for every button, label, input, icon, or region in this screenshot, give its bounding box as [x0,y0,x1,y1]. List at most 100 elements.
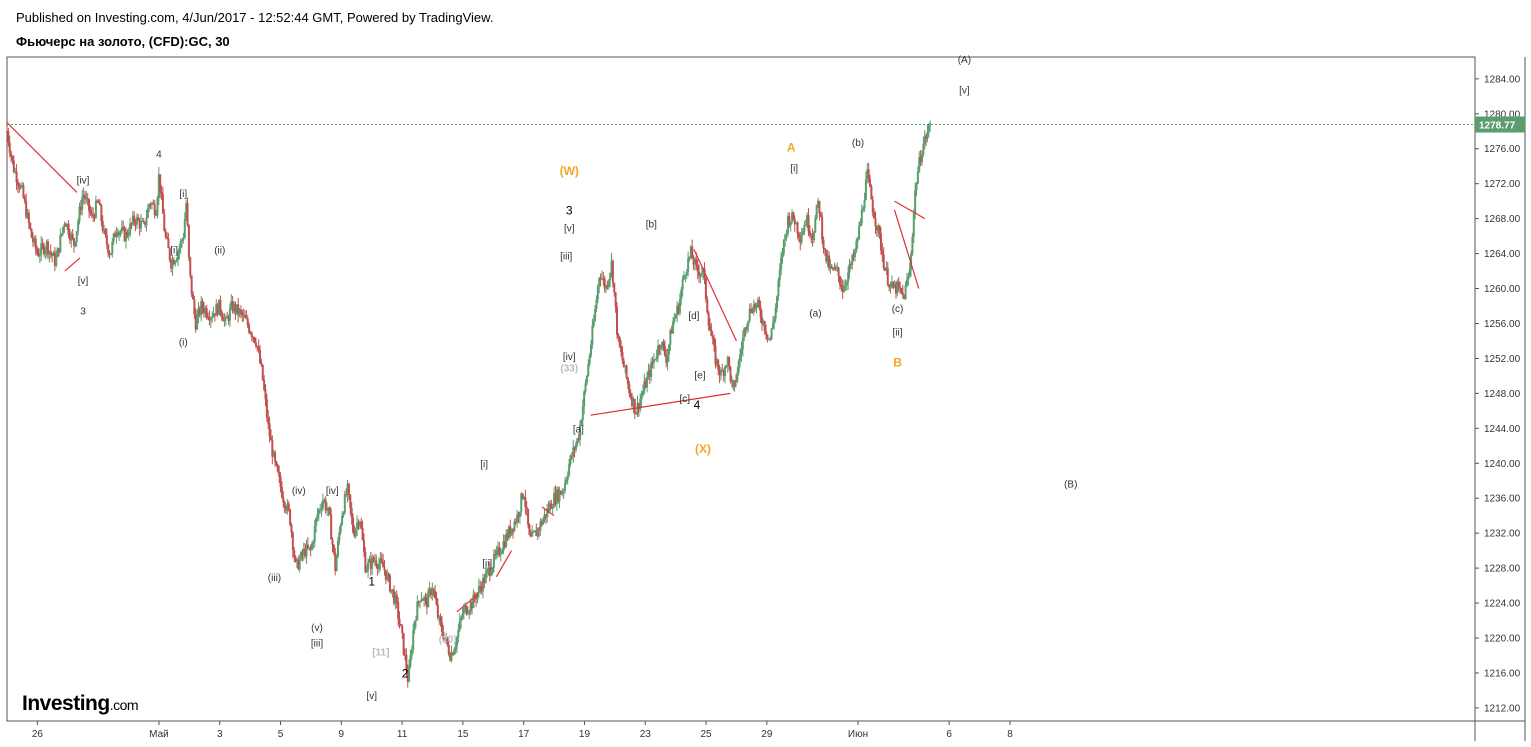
candle-body [782,239,785,254]
candle-body [141,220,144,222]
candle-body [774,307,777,319]
candle-body [564,482,567,491]
candle-body [522,496,525,499]
wave-label: [i] [179,189,187,200]
candle-body [472,594,475,609]
candle-body [97,201,100,204]
wave-label: [c] [679,394,690,405]
candle-body [86,198,89,200]
logo-name: Investing [22,692,110,715]
y-tick-label: 1248.00 [1484,389,1521,400]
candle-body [77,221,80,231]
candle-body [259,350,262,363]
candle-body [808,230,811,236]
candles [6,120,932,688]
candle-body [308,547,311,549]
candle-body [31,237,34,243]
candle-body [119,231,122,233]
candle-body [133,215,136,222]
candle-body [469,602,472,612]
candle-body [834,267,837,269]
candle-body [272,452,275,457]
candle-body [390,589,393,592]
candle-body [291,532,294,551]
candle-body [261,364,264,381]
candle-body [237,304,240,315]
candle-body [600,278,603,280]
candle-body [226,317,229,319]
candle-body [40,243,43,255]
candle-body [160,191,163,195]
candle-body [890,282,893,285]
wave-label: [iv] [563,352,576,363]
candle-body [793,219,796,225]
candle-body [843,286,846,293]
candle-body [219,299,222,312]
candle-body [892,282,895,288]
candle-body [75,230,78,242]
candle-body [376,565,379,569]
candle-body [94,200,97,218]
x-tick-label: 9 [339,729,345,740]
candle-body [315,518,318,526]
investing-logo[interactable]: Investing.com [22,692,139,716]
wave-label: B [893,355,902,369]
candle-body [21,185,24,187]
candle-body [182,237,185,241]
candle-body [320,508,323,510]
candle-body [196,315,199,330]
candle-body [535,530,538,537]
candle-body [699,273,702,277]
candle-body [431,589,434,595]
candle-body [8,142,11,153]
candle-body [640,395,643,400]
candle-body [179,241,182,249]
wave-annotations: 4 [iv] [i] [i] [v] 3 (ii) (i) (iv) [iv] (iii) (v) [i… [77,55,1078,702]
candle-body [542,519,545,525]
candle-body [224,317,227,319]
candle-body [111,241,114,254]
candle-body [212,313,215,317]
candle-body [227,317,230,321]
candle-body [414,620,417,622]
candle-body [343,494,346,514]
candle-body [574,444,577,450]
candle-body [317,509,320,515]
candle-body [74,241,77,246]
candle-body [683,275,686,280]
candle-body [345,494,348,496]
last-price-badge [1475,116,1525,133]
candle-body [420,599,423,602]
candle-body [780,257,783,270]
candle-body [870,186,873,200]
candle-body [276,464,279,472]
candle-body [518,511,521,518]
candle-body [926,132,929,139]
candle-body [710,330,713,337]
candle-body [715,359,718,365]
candle-body [911,236,914,254]
candle-body [386,573,389,580]
candle-body [34,238,37,249]
candle-body [770,328,773,340]
candle-body [670,330,673,334]
candle-body [201,301,204,309]
wave-label: [v] [959,86,970,97]
trend-line [541,506,555,517]
candle-body [83,194,86,200]
candle-body [594,308,597,321]
candle-body [189,257,192,276]
candle-body [758,299,761,308]
candle-body [365,570,368,573]
candle-body [453,649,456,655]
candle-body [517,514,520,518]
candle-body [101,221,104,232]
candle-body [443,638,446,640]
candle-body [37,253,40,257]
candle-body [540,521,543,525]
candle-body [810,235,813,237]
candle-body [877,225,880,231]
candle-body [704,278,707,300]
candle-body [657,345,660,357]
